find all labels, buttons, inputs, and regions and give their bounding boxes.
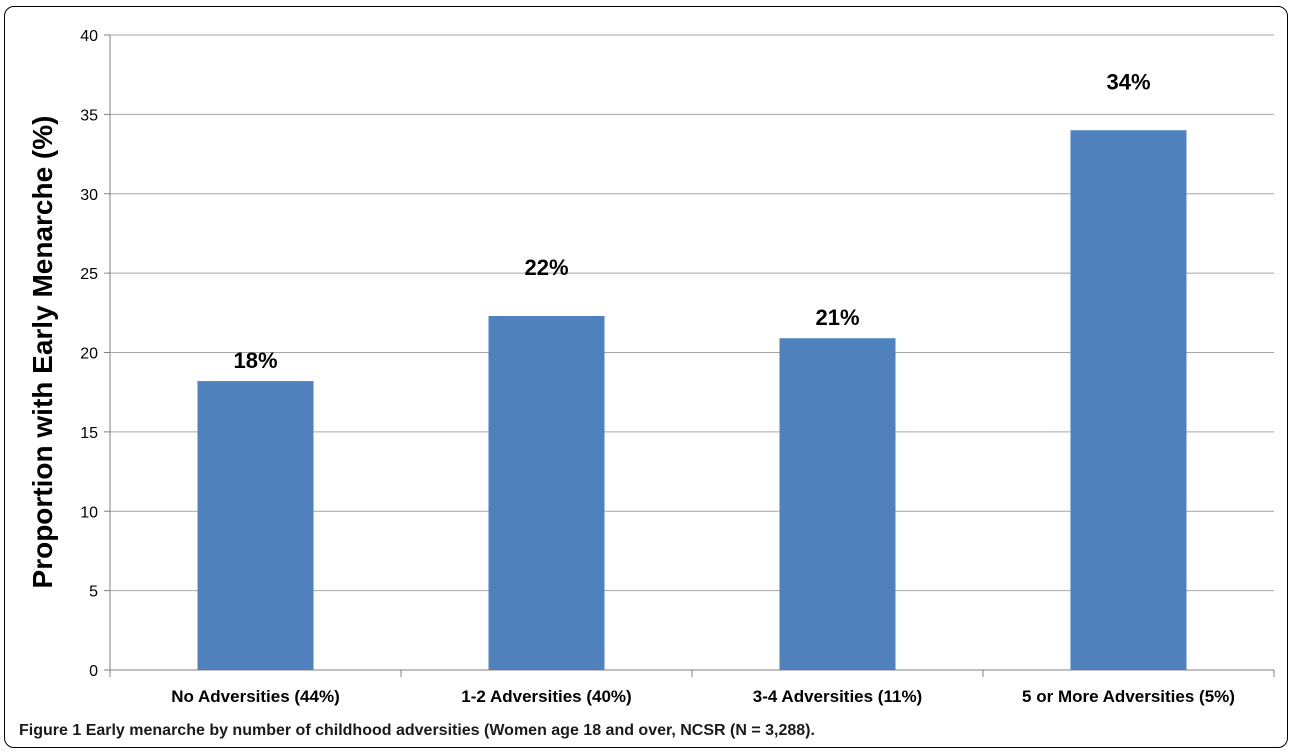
y-tick-label: 25 bbox=[80, 266, 98, 283]
y-axis-label: Proportion with Early Menarche (%) bbox=[27, 116, 58, 589]
x-tick-label: No Adversities (44%) bbox=[171, 687, 339, 706]
bar bbox=[1070, 130, 1187, 670]
data-labels: 18% 22% 21% 34% bbox=[233, 69, 1150, 373]
y-tick-label: 30 bbox=[80, 187, 98, 204]
bar-data-label: 22% bbox=[524, 255, 568, 280]
bar-data-label: 21% bbox=[815, 305, 859, 330]
y-tick-label: 0 bbox=[89, 663, 98, 680]
bar bbox=[197, 381, 314, 670]
y-tick-labels: 0 5 10 15 20 25 30 35 40 bbox=[80, 28, 98, 680]
y-tick-label: 10 bbox=[80, 504, 98, 521]
y-tick-label: 40 bbox=[80, 28, 98, 45]
bars bbox=[197, 130, 1187, 670]
bar bbox=[779, 338, 896, 670]
y-tick-label: 5 bbox=[89, 584, 98, 601]
figure-label: Figure 1 bbox=[19, 722, 82, 739]
bar bbox=[488, 315, 605, 670]
figure-caption-text: Early menarche by number of childhood ad… bbox=[85, 722, 815, 739]
figure-frame bbox=[4, 6, 1288, 748]
x-tick-label: 3-4 Adversities (11%) bbox=[753, 687, 922, 706]
x-tick-labels: No Adversities (44%) 1-2 Adversities (40%… bbox=[171, 687, 1235, 706]
y-tick-label: 15 bbox=[80, 425, 98, 442]
y-tick-label: 35 bbox=[80, 107, 98, 124]
x-tick-label: 5 or More Adversities (5%) bbox=[1022, 687, 1235, 706]
bar-data-label: 18% bbox=[233, 348, 277, 373]
figure-caption: Figure 1 Early menarche by number of chi… bbox=[19, 722, 815, 740]
x-tick-label: 1-2 Adversities (40%) bbox=[461, 687, 631, 706]
y-tick-label: 20 bbox=[80, 346, 98, 363]
bar-data-label: 34% bbox=[1106, 69, 1150, 94]
